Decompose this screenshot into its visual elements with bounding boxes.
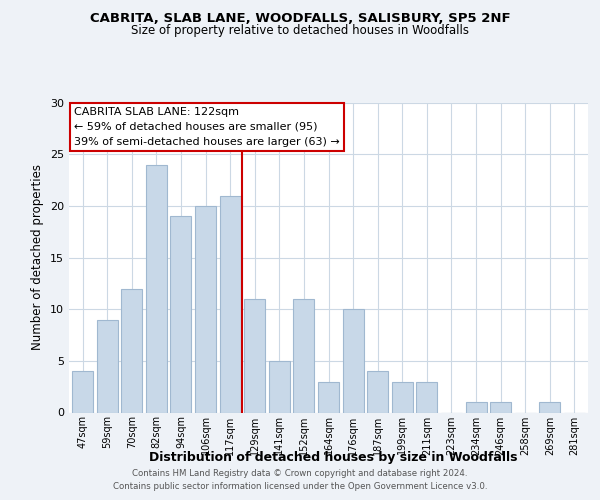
- Bar: [195, 206, 216, 412]
- Bar: [97, 320, 118, 412]
- Bar: [343, 309, 364, 412]
- Bar: [490, 402, 511, 412]
- Bar: [269, 361, 290, 412]
- Bar: [466, 402, 487, 412]
- Bar: [72, 371, 93, 412]
- Text: CABRITA SLAB LANE: 122sqm
← 59% of detached houses are smaller (95)
39% of semi-: CABRITA SLAB LANE: 122sqm ← 59% of detac…: [74, 107, 340, 147]
- Bar: [416, 382, 437, 412]
- Text: Size of property relative to detached houses in Woodfalls: Size of property relative to detached ho…: [131, 24, 469, 37]
- Text: Distribution of detached houses by size in Woodfalls: Distribution of detached houses by size …: [149, 451, 517, 464]
- Bar: [244, 299, 265, 412]
- Text: Contains HM Land Registry data © Crown copyright and database right 2024.
Contai: Contains HM Land Registry data © Crown c…: [113, 470, 487, 491]
- Bar: [121, 288, 142, 412]
- Bar: [367, 371, 388, 412]
- Y-axis label: Number of detached properties: Number of detached properties: [31, 164, 44, 350]
- Bar: [318, 382, 339, 412]
- Bar: [392, 382, 413, 412]
- Bar: [170, 216, 191, 412]
- Bar: [220, 196, 241, 412]
- Bar: [146, 164, 167, 412]
- Bar: [539, 402, 560, 412]
- Bar: [293, 299, 314, 412]
- Text: CABRITA, SLAB LANE, WOODFALLS, SALISBURY, SP5 2NF: CABRITA, SLAB LANE, WOODFALLS, SALISBURY…: [89, 12, 511, 26]
